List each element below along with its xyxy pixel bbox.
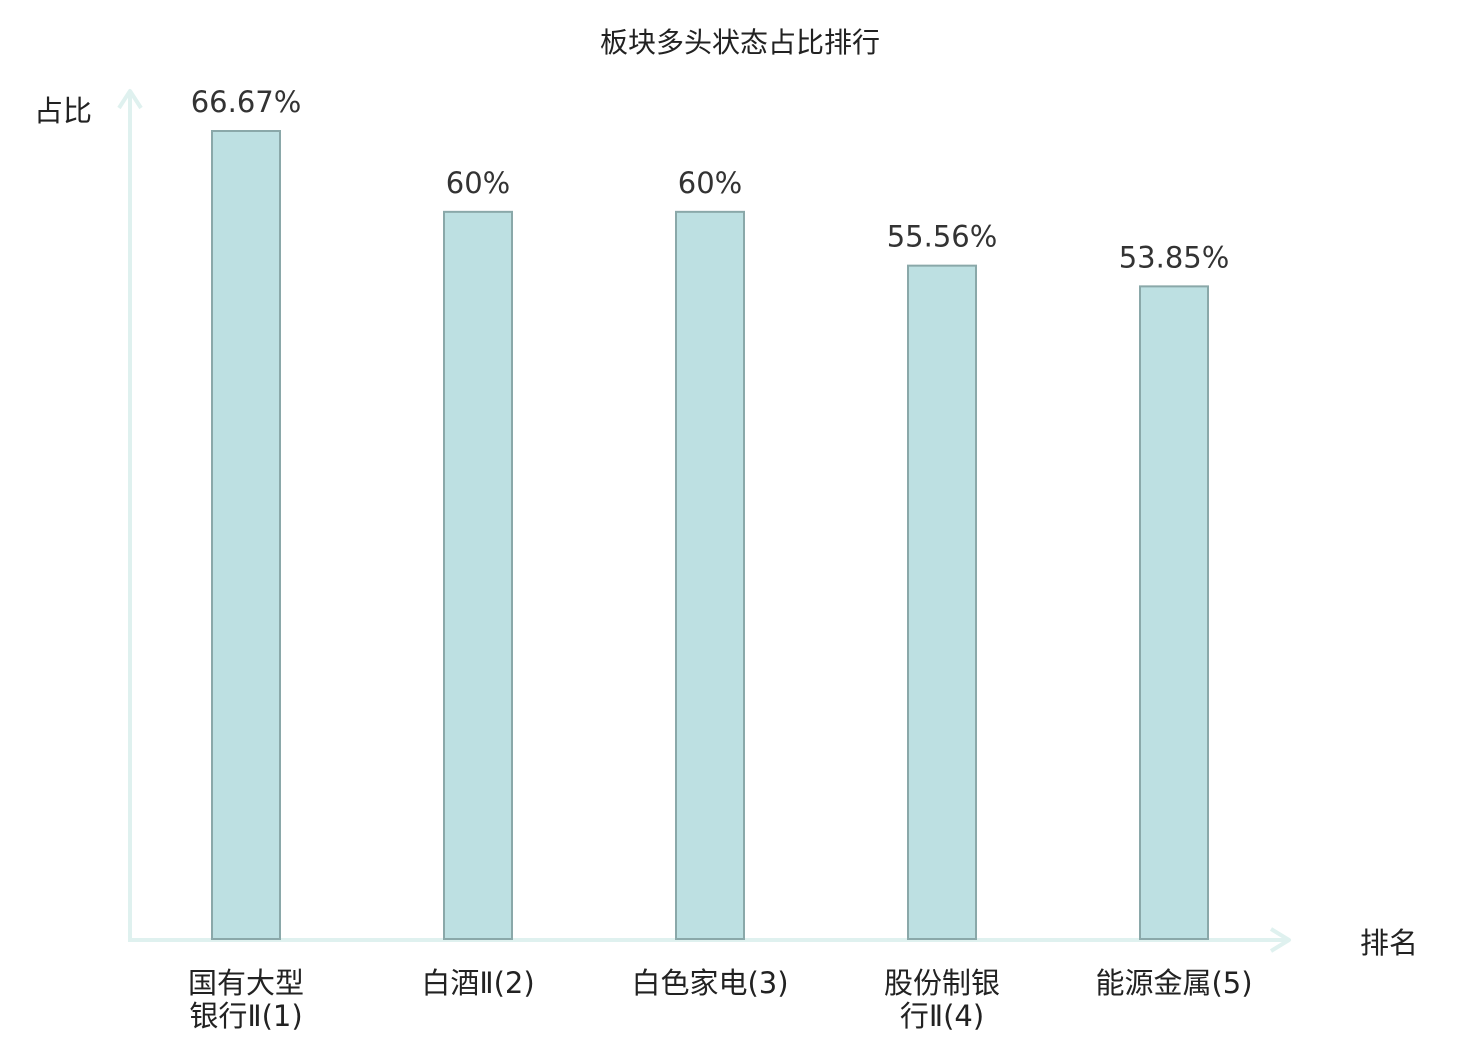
- y-axis-arrow: [117, 89, 143, 110]
- bar: [1139, 285, 1209, 941]
- bar-value-label: 60%: [446, 166, 510, 200]
- category-tick-label: 国有大型: [188, 966, 304, 1000]
- bar: [675, 210, 745, 940]
- bar-value-label: 53.85%: [1119, 240, 1230, 274]
- bar-value-label: 55.56%: [887, 220, 998, 254]
- x-axis-label: 排名: [1360, 926, 1418, 960]
- chart-title: 板块多头状态占比排行: [600, 26, 880, 59]
- bar: [907, 264, 977, 940]
- bar: [211, 130, 281, 940]
- x-axis-arrow: [1269, 927, 1291, 953]
- y-axis-label: 占比: [34, 94, 92, 128]
- category-tick-label: 银行Ⅱ(1): [189, 999, 302, 1033]
- bar-value-label: 66.67%: [191, 85, 302, 119]
- bar-value-label: 60%: [678, 166, 742, 200]
- category-tick-label: 行Ⅱ(4): [900, 999, 984, 1033]
- bar: [443, 210, 513, 940]
- category-tick-label: 白酒Ⅱ(2): [421, 966, 534, 1000]
- category-tick-label: 股份制银: [884, 966, 1000, 1000]
- category-tick-label: 能源金属(5): [1095, 966, 1252, 1000]
- category-tick-label: 白色家电(3): [631, 966, 788, 1000]
